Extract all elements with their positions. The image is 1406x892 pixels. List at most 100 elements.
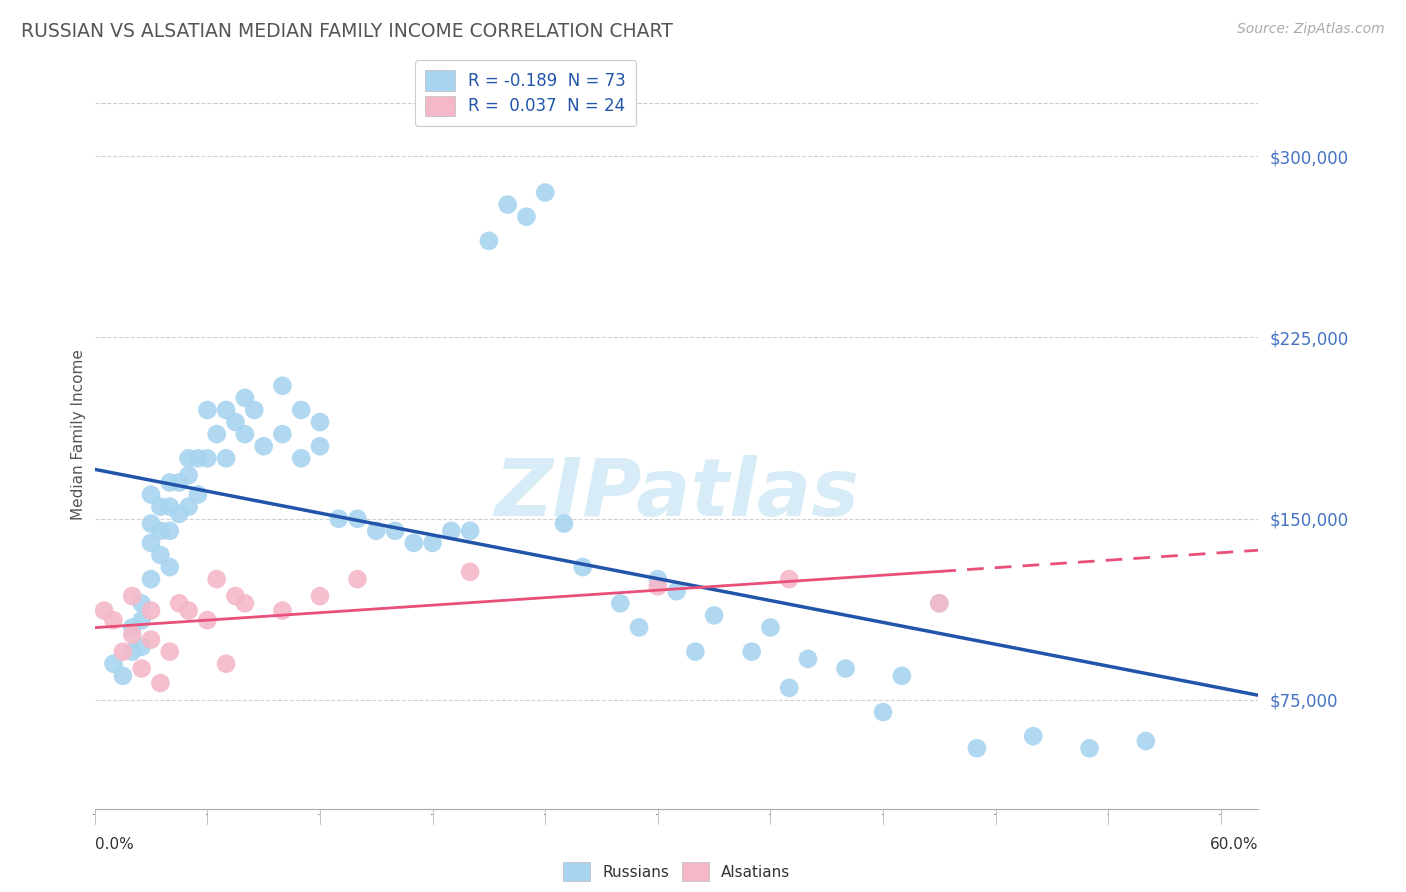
Point: [159, 500, 181, 514]
Point: [103, 657, 125, 671]
Point: [121, 589, 143, 603]
Point: [647, 579, 669, 593]
Point: [346, 512, 368, 526]
Text: RUSSIAN VS ALSATIAN MEDIAN FAMILY INCOME CORRELATION CHART: RUSSIAN VS ALSATIAN MEDIAN FAMILY INCOME…: [21, 22, 673, 41]
Point: [741, 645, 763, 659]
Point: [149, 524, 172, 538]
Point: [93, 603, 115, 617]
Point: [205, 572, 228, 586]
Point: [309, 589, 332, 603]
Point: [131, 613, 153, 627]
Point: [159, 524, 181, 538]
Point: [778, 681, 800, 695]
Point: [167, 596, 190, 610]
Point: [243, 403, 266, 417]
Point: [224, 415, 246, 429]
Point: [149, 548, 172, 562]
Point: [103, 613, 125, 627]
Point: [309, 415, 332, 429]
Point: [458, 565, 481, 579]
Point: [121, 645, 143, 659]
Point: [195, 403, 218, 417]
Point: [177, 603, 200, 617]
Point: [440, 524, 463, 538]
Text: ZIPatlas: ZIPatlas: [494, 455, 859, 533]
Legend: Russians, Alsatians: Russians, Alsatians: [557, 856, 797, 888]
Point: [366, 524, 388, 538]
Point: [834, 661, 856, 675]
Point: [703, 608, 725, 623]
Point: [778, 572, 800, 586]
Point: [139, 632, 162, 647]
Point: [422, 536, 444, 550]
Point: [309, 439, 332, 453]
Point: [571, 560, 593, 574]
Point: [271, 603, 294, 617]
Point: [187, 451, 209, 466]
Point: [195, 613, 218, 627]
Point: [647, 572, 669, 586]
Point: [215, 451, 238, 466]
Point: [253, 439, 276, 453]
Point: [233, 391, 256, 405]
Point: [553, 516, 575, 531]
Point: [215, 657, 238, 671]
Point: [872, 705, 894, 719]
Point: [131, 661, 153, 675]
Point: [111, 669, 134, 683]
Point: [271, 427, 294, 442]
Point: [1078, 741, 1101, 756]
Point: [928, 596, 950, 610]
Point: [271, 379, 294, 393]
Point: [205, 427, 228, 442]
Point: [890, 669, 912, 683]
Point: [496, 197, 519, 211]
Point: [224, 589, 246, 603]
Point: [121, 628, 143, 642]
Point: [384, 524, 406, 538]
Point: [167, 507, 190, 521]
Y-axis label: Median Family Income: Median Family Income: [72, 349, 86, 519]
Point: [159, 475, 181, 490]
Point: [111, 645, 134, 659]
Point: [177, 468, 200, 483]
Point: [139, 536, 162, 550]
Point: [195, 451, 218, 466]
Point: [121, 620, 143, 634]
Point: [685, 645, 707, 659]
Point: [159, 645, 181, 659]
Point: [149, 500, 172, 514]
Point: [928, 596, 950, 610]
Point: [131, 640, 153, 654]
Point: [609, 596, 631, 610]
Point: [328, 512, 350, 526]
Point: [139, 487, 162, 501]
Point: [139, 603, 162, 617]
Point: [797, 652, 820, 666]
Text: 60.0%: 60.0%: [1211, 837, 1258, 852]
Point: [1135, 734, 1157, 748]
Point: [139, 516, 162, 531]
Point: [759, 620, 782, 634]
Point: [290, 451, 312, 466]
Point: [290, 403, 312, 417]
Point: [534, 186, 557, 200]
Point: [177, 500, 200, 514]
Point: [139, 572, 162, 586]
Text: 0.0%: 0.0%: [94, 837, 134, 852]
Point: [187, 487, 209, 501]
Text: Source: ZipAtlas.com: Source: ZipAtlas.com: [1237, 22, 1385, 37]
Point: [215, 403, 238, 417]
Point: [478, 234, 501, 248]
Point: [628, 620, 651, 634]
Point: [402, 536, 425, 550]
Point: [233, 427, 256, 442]
Point: [346, 572, 368, 586]
Point: [177, 451, 200, 466]
Point: [159, 560, 181, 574]
Point: [131, 596, 153, 610]
Point: [233, 596, 256, 610]
Point: [966, 741, 988, 756]
Point: [1022, 729, 1045, 743]
Point: [515, 210, 537, 224]
